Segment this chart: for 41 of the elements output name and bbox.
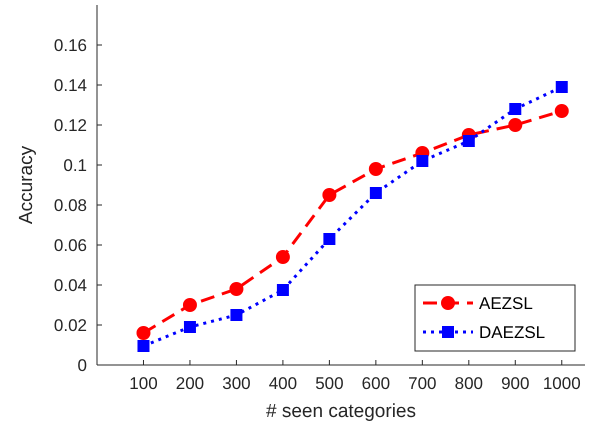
x-tick-label: 400 [268, 374, 298, 393]
point [509, 103, 522, 115]
point [556, 81, 568, 93]
point [323, 233, 336, 245]
y-axis-title: Accuracy [16, 145, 37, 224]
x-tick-label: 100 [129, 374, 158, 393]
x-tick-label: 600 [362, 374, 390, 393]
point [368, 162, 383, 176]
y-tick-label: 0 [78, 356, 87, 375]
y-tick-label: 0.06 [54, 236, 87, 255]
x-tick-label: 800 [454, 374, 483, 393]
x-axis-title: # seen categories [266, 401, 416, 422]
x-tick-label: 200 [176, 374, 204, 393]
point [370, 187, 382, 199]
x-tick-label: 700 [408, 374, 437, 393]
y-tick-label: 0.16 [54, 36, 87, 55]
point [462, 135, 475, 147]
point [508, 118, 522, 132]
point [137, 340, 150, 352]
point [229, 282, 244, 296]
point [416, 155, 428, 167]
x-tick-label: 300 [222, 374, 251, 393]
y-tick-label: 0.02 [54, 316, 87, 335]
y-tick-label: 0.12 [54, 116, 87, 135]
legend-label: AEZSL [479, 294, 533, 313]
y-tick-label: 0.04 [54, 276, 87, 295]
point [184, 321, 196, 333]
point [554, 104, 569, 118]
point [276, 284, 289, 296]
point [136, 326, 150, 340]
y-tick-label: 0.14 [54, 76, 87, 95]
x-tick-label: 900 [501, 374, 530, 393]
legend-label: DAEZSL [479, 323, 546, 342]
x-tick-label: 1000 [542, 374, 581, 393]
y-tick-label: 0.08 [54, 196, 87, 215]
x-tick-label: 500 [315, 374, 344, 393]
y-tick-label: 0.1 [63, 156, 87, 175]
point [182, 298, 197, 312]
point [322, 188, 336, 202]
point [276, 250, 290, 264]
point [230, 309, 242, 321]
